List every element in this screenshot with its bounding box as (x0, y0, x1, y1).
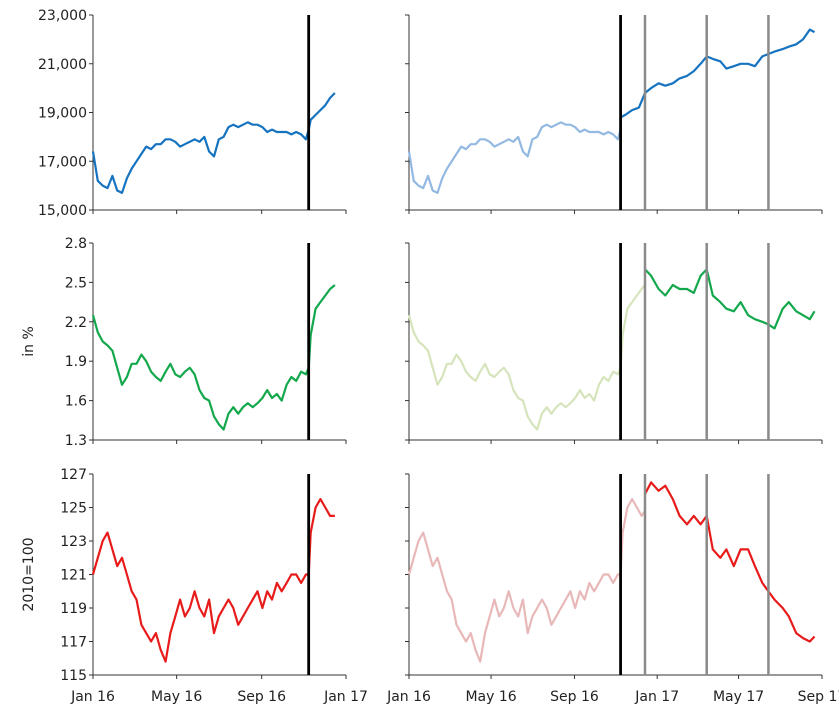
x-tick-label: Jan 17 (634, 689, 679, 705)
x-tick-label: May 16 (151, 689, 202, 705)
y-tick-label: 1.9 (65, 354, 87, 370)
series-line (407, 284, 646, 431)
series-line (644, 268, 816, 330)
y-tick-label: 119 (60, 601, 87, 617)
x-tick-label: Jan 16 (386, 689, 431, 705)
y-tick-label: 1.3 (65, 433, 87, 449)
y-tick-label: 1.6 (65, 394, 87, 410)
series-line (407, 121, 622, 194)
series-line (91, 284, 336, 431)
x-tick-label: Sep 17 (798, 689, 839, 705)
series-line (91, 498, 335, 663)
series-line (407, 498, 646, 663)
y-tick-label: 17,000 (38, 154, 87, 170)
y-tick-label: 23,000 (38, 8, 87, 24)
y-tick-label: 121 (60, 568, 87, 584)
y-tick-label: 2.8 (65, 236, 87, 252)
x-tick-label: Jan 17 (323, 689, 368, 705)
y-tick-label: 125 (60, 501, 87, 517)
y-tick-label: 117 (60, 635, 87, 651)
y-tick-label: 21,000 (38, 57, 87, 73)
series-line (91, 92, 336, 194)
y-tick-label: 123 (60, 534, 87, 550)
x-tick-label: May 17 (713, 689, 764, 705)
y-tick-label: 2.2 (65, 315, 87, 331)
x-tick-label: Sep 16 (550, 689, 599, 705)
series-line (620, 28, 816, 119)
series-line (644, 481, 816, 643)
y-tick-label: 2.5 (65, 275, 87, 291)
x-tick-label: May 16 (465, 689, 516, 705)
y-tick-label: 115 (60, 668, 87, 684)
x-tick-label: Sep 16 (237, 689, 286, 705)
y-tick-label: 15,000 (38, 203, 87, 219)
y-tick-label: 127 (60, 467, 87, 483)
y-axis-label: 2010=100 (21, 537, 37, 611)
x-tick-label: Jan 16 (70, 689, 115, 705)
y-tick-label: 19,000 (38, 106, 87, 122)
y-axis-label: in % (21, 326, 37, 357)
